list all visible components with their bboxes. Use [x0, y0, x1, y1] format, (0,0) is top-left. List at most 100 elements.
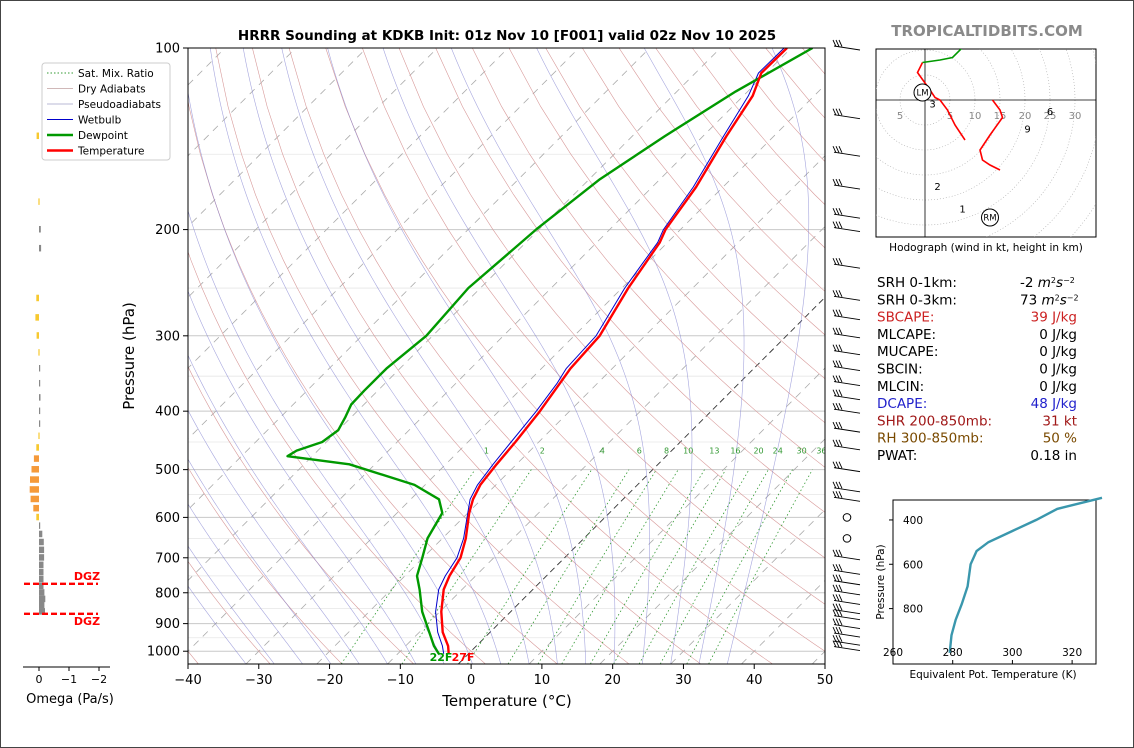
- wind-barb: [832, 178, 861, 190]
- parameter-value: -2 m2s−2: [1020, 275, 1075, 291]
- theta-e-x-tick-label: 300: [1002, 647, 1022, 659]
- isotherm-line: [245, 84, 825, 664]
- skewt-x-tick-label: −10: [387, 673, 414, 688]
- dgz-label: DGZ: [74, 570, 100, 583]
- pseudoadiabat-line: [643, 48, 745, 664]
- omega-bar: [36, 513, 39, 521]
- wind-barb: [832, 584, 861, 596]
- parameter-value: 0.18 in: [1030, 448, 1077, 464]
- parameter-label: MLCAPE:: [877, 327, 936, 343]
- mixing-ratio-label: 36: [816, 446, 826, 455]
- wind-barb: [832, 421, 861, 433]
- omega-bar: [39, 394, 41, 401]
- legend-entry: Pseudoadiabats: [78, 99, 161, 111]
- omega-bar: [39, 420, 41, 427]
- skewt-y-label: Pressure (hPa): [120, 302, 138, 410]
- hodograph-trace: [916, 62, 966, 141]
- temperature-profile: [440, 48, 788, 654]
- skewt-plot: 1 2 4 6 8 10 13 16 20 24 30 36 −40 −30 −20 −10 0 10 20 30 4…: [120, 42, 833, 711]
- omega-bar: [39, 364, 41, 372]
- mixing-ratio-line: [638, 469, 750, 664]
- wind-barb: [832, 290, 861, 301]
- pseudoadiabat-line: [242, 48, 530, 664]
- pseudoadiabat-line: [188, 90, 473, 664]
- wind-barb: [832, 108, 861, 120]
- hodograph-caption: Hodograph (wind in kt, height in km): [889, 242, 1083, 254]
- wind-barb: [832, 635, 861, 646]
- parameter-value: 0 J/kg: [1039, 362, 1077, 378]
- parameter-unit-exponent: 2: [1051, 276, 1056, 285]
- pseudoadiabat-line: [188, 409, 360, 664]
- legend-entry: Dewpoint: [78, 130, 128, 142]
- parameter-value: 0 J/kg: [1039, 344, 1077, 360]
- dry-adiabat-line: [472, 48, 825, 468]
- omega-x-tick-label: −1: [61, 673, 77, 686]
- parameter-label: SRH 0-3km:: [877, 292, 957, 308]
- wind-barb: [832, 221, 861, 233]
- storm-motion-marker: [913, 83, 932, 102]
- omega-bar: [36, 444, 39, 451]
- mixing-ratio-line: [613, 469, 727, 664]
- storm-motion-label: RM: [983, 214, 996, 224]
- parameter-label: PWAT:: [877, 448, 917, 464]
- dry-adiabat-line: [188, 560, 271, 664]
- omega-bar: [39, 546, 45, 554]
- hodograph-height-label: 9: [1024, 125, 1030, 136]
- wind-barb: [832, 461, 861, 473]
- mixing-ratio-label: 1: [484, 446, 489, 455]
- mixing-ratio-label: 13: [709, 446, 719, 455]
- pseudoadiabat-line: [188, 458, 332, 664]
- omega-bar: [39, 608, 45, 615]
- legend-entry: Sat. Mix. Ratio: [78, 68, 154, 80]
- omega-bar: [29, 486, 39, 493]
- hodograph-ring-label: 15: [994, 111, 1007, 122]
- omega-bar: [31, 466, 39, 473]
- skewt-x-tick-label: 0: [467, 673, 475, 688]
- omega-bar: [39, 538, 44, 546]
- omega-bar: [38, 349, 40, 356]
- mixing-ratio-label: 6: [637, 446, 642, 455]
- skewt-x-tick-label: 40: [746, 673, 763, 688]
- isotherm-line: [599, 438, 825, 664]
- wind-barb: [832, 402, 861, 414]
- wind-barb: [832, 344, 861, 356]
- wind-barb: [832, 439, 861, 451]
- mixing-ratio-line: [507, 469, 630, 664]
- wind-barb: [832, 491, 861, 502]
- dry-adiabat-line: [435, 48, 825, 513]
- dry-adiabat-line: [288, 48, 773, 664]
- isotherm-line: [316, 155, 825, 664]
- pseudoadiabat-line: [188, 209, 445, 664]
- parameter-value: 0 J/kg: [1039, 379, 1077, 395]
- parameter-label: MLCIN:: [877, 379, 924, 395]
- pseudoadiabat-line: [188, 290, 417, 664]
- wind-barb: [832, 549, 861, 561]
- parameter-value: 48 J/kg: [1031, 396, 1077, 412]
- dry-adiabat-line: [398, 48, 825, 559]
- skewt-x-tick-label: −30: [245, 673, 272, 688]
- omega-bar: [38, 198, 40, 205]
- skewt-x-label: Temperature (°C): [441, 692, 571, 710]
- parameter-unit-exponent: −2: [1067, 293, 1079, 302]
- wetbulb-profile: [435, 48, 785, 654]
- hodograph-height-label: 6: [1047, 107, 1053, 118]
- pseudoadiabat-line: [281, 48, 558, 664]
- omega-bar: [36, 132, 39, 140]
- omega-bar: [33, 504, 39, 512]
- theta-e-x-tick-label: 280: [943, 647, 963, 659]
- skewt-x-tick-label: 10: [534, 673, 551, 688]
- hodograph-ring-label: 30: [1069, 111, 1082, 122]
- omega-bar: [39, 530, 43, 538]
- skewt-legend: Sat. Mix. Ratio Dry Adiabats Pseudoadiabat…: [41, 62, 171, 161]
- mixing-ratio-label: 20: [753, 446, 763, 455]
- parameter-table: SRH 0-1km: -2 m2s−2 SRH 0-3km: 73 m2s−2 SBCA…: [877, 275, 1079, 464]
- dry-adiabat-line: [188, 466, 343, 664]
- theta-e-y-tick-label: 600: [903, 559, 923, 571]
- omega-bar: [35, 314, 39, 321]
- storm-motion-marker: [981, 208, 999, 227]
- theta-e-x-label: Equivalent Pot. Temperature (K): [909, 669, 1076, 681]
- isotherm-line: [188, 48, 650, 511]
- parameter-unit: s: [1060, 292, 1067, 308]
- dry-adiabat-line: [215, 48, 630, 664]
- skewt-x-tick-label: −40: [174, 673, 201, 688]
